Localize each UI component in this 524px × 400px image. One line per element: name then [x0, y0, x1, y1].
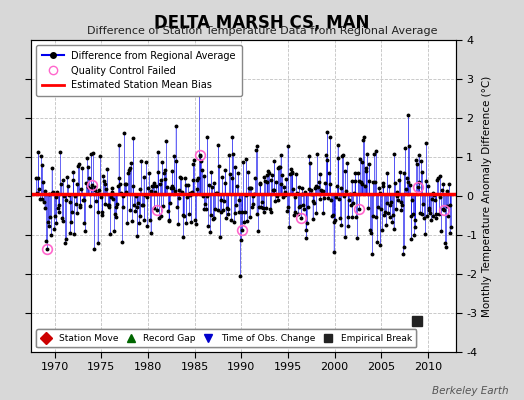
Y-axis label: Monthly Temperature Anomaly Difference (°C): Monthly Temperature Anomaly Difference (…: [482, 75, 492, 317]
Text: Difference of Station Temperature Data from Regional Average: Difference of Station Temperature Data f…: [87, 26, 437, 36]
Text: DELTA MARSH CS, MAN: DELTA MARSH CS, MAN: [154, 14, 370, 32]
Text: Berkeley Earth: Berkeley Earth: [432, 386, 508, 396]
Legend: Station Move, Record Gap, Time of Obs. Change, Empirical Break: Station Move, Record Gap, Time of Obs. C…: [36, 330, 417, 348]
